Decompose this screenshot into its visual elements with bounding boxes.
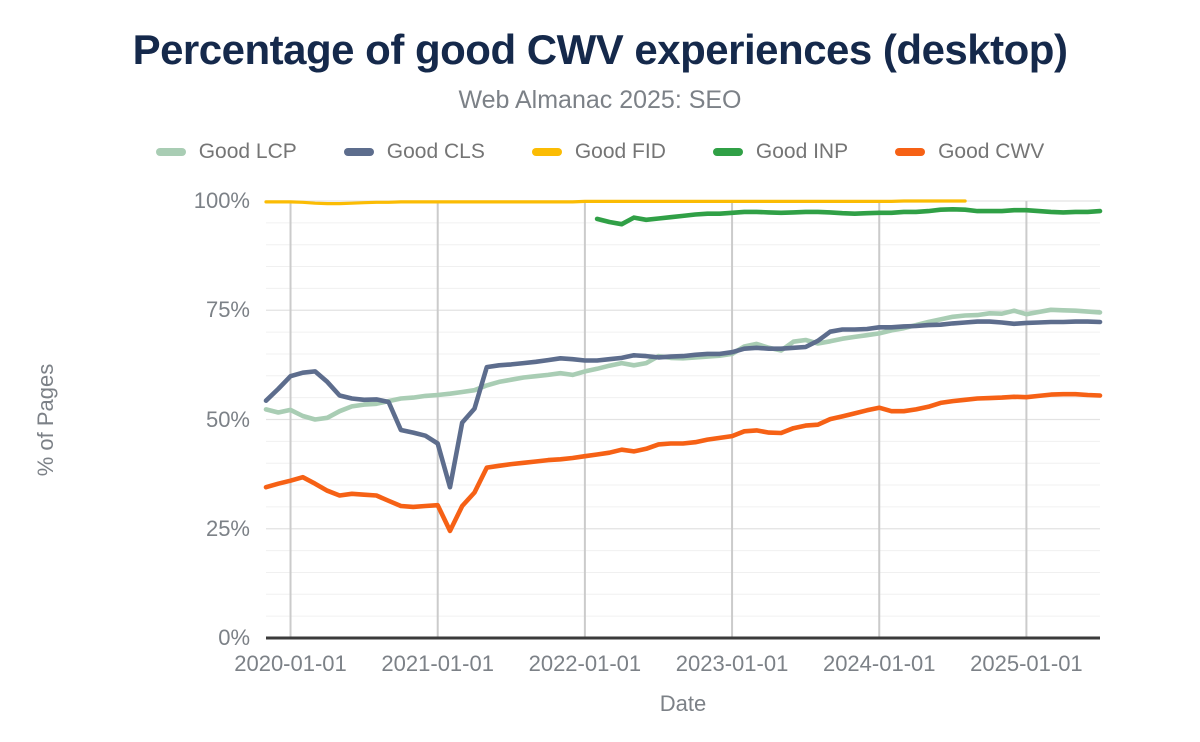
legend-label: Good FID [574,140,666,163]
y-tick-label: 25% [205,515,250,541]
y-axis-title: % of Pages [33,363,58,477]
legend-item-good-lcp: Good LCP [155,140,297,164]
y-tick-label: 75% [205,297,250,323]
y-tick-label: 0% [218,625,250,650]
legend-item-good-cwv: Good CWV [895,140,1044,164]
y-tick-label: 100% [193,188,250,213]
x-tick-label: 2022-01-01 [528,651,642,676]
x-tick-label: 2023-01-01 [675,651,789,676]
legend-swatch-icon [712,148,743,156]
series-line-good-fid [264,199,967,206]
y-tick-label: 50% [205,406,250,432]
legend: Good LCP Good CLS Good FID Good INP Good CWV [0,140,1200,164]
x-tick-label: 2025-01-01 [970,651,1083,676]
chart-subtitle: Web Almanac 2025: SEO [458,86,742,114]
series-line-good-inp [594,207,1103,227]
x-tick-label: 2024-01-01 [822,651,936,676]
legend-label: Good CLS [386,140,485,163]
legend-item-good-cls: Good CLS [343,140,485,164]
chart-title: Percentage of good CWV experiences (desk… [132,26,1068,73]
legend-item-good-fid: Good FID [531,140,666,164]
legend-swatch-icon [343,148,374,156]
series-line-good-cls [263,319,1103,490]
x-axis-title: Date [659,691,707,716]
x-tick-label: 2020-01-01 [234,651,347,676]
legend-swatch-icon [155,148,186,156]
legend-item-good-inp: Good INP [712,140,849,164]
series-line-good-cwv [263,391,1103,534]
legend-label: Good CWV [938,140,1045,163]
legend-label: Good LCP [198,140,297,163]
legend-swatch-icon [895,148,926,156]
legend-swatch-icon [531,148,562,156]
x-tick-label: 2021-01-01 [381,651,494,676]
legend-label: Good INP [755,140,849,163]
